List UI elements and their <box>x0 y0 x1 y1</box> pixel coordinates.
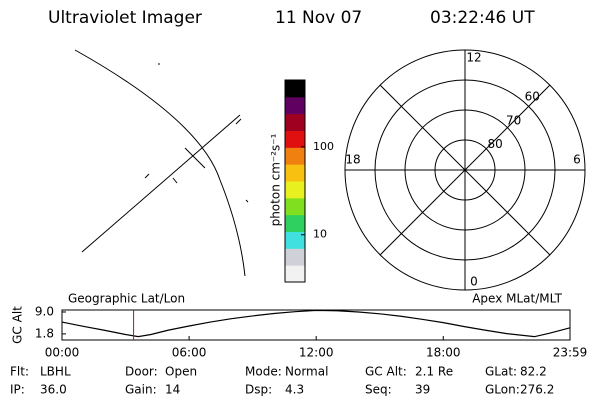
polar-spoke <box>464 84 551 171</box>
colorbar-tick-label: 10 <box>313 228 327 241</box>
ring-label: 60 <box>525 90 540 104</box>
info-value: Open <box>165 365 197 379</box>
mlt-label: 0 <box>470 275 478 289</box>
date: 11 Nov 07 <box>275 8 362 28</box>
right-label: Apex MLat/MLT <box>472 292 562 306</box>
info-value: 14 <box>165 383 180 397</box>
colorbar-swatch <box>285 248 305 266</box>
mlt-label: 18 <box>345 153 360 167</box>
polar-spoke <box>379 84 466 171</box>
colorbar-swatch <box>285 265 305 283</box>
colorbar-swatch <box>285 80 305 98</box>
polar-spoke <box>379 169 466 256</box>
x-tick-label: 00:00 <box>45 346 80 360</box>
colorbar-frame <box>284 79 306 283</box>
colorbar-swatch <box>285 231 305 249</box>
info-value: 276.2 <box>520 383 554 397</box>
colorbar-swatch <box>285 113 305 131</box>
y-tick-label: 9.0 <box>35 304 54 318</box>
x-tick-label: 18:00 <box>426 346 461 360</box>
info-label: Door: <box>125 365 158 379</box>
info-value: Normal <box>285 365 328 379</box>
info-value: 39 <box>415 383 430 397</box>
info-value: 4.3 <box>285 383 304 397</box>
colorbar-swatch <box>285 197 305 216</box>
left-label: Geographic Lat/Lon <box>68 292 185 306</box>
map <box>74 49 249 277</box>
coast <box>245 199 249 203</box>
colorbar-swatch <box>285 147 305 165</box>
x-tick-label: 23:59 <box>553 346 588 360</box>
info-value: 36.0 <box>40 383 67 397</box>
colorbar-tick-label: 100 <box>313 140 334 153</box>
info-label: Mode: <box>245 365 282 379</box>
coast <box>172 177 178 184</box>
colorbar-swatch <box>285 181 305 199</box>
info-label: Gain: <box>125 383 157 397</box>
info-label: GLat: <box>485 365 517 379</box>
info-value: LBHL <box>40 365 71 379</box>
colorbar-swatch <box>285 96 305 115</box>
x-tick-label: 06:00 <box>172 346 207 360</box>
meridian <box>81 114 241 253</box>
coast <box>184 147 206 169</box>
info-label: GC Alt: <box>365 365 407 379</box>
coast <box>235 118 242 125</box>
info-label: Flt: <box>10 365 29 379</box>
info-label: Dsp: <box>245 383 272 397</box>
colorbar-label: photon cm⁻²s⁻¹ <box>269 133 283 226</box>
colorbar-swatch <box>285 214 305 232</box>
colorbar-swatch <box>285 164 305 182</box>
coast <box>144 173 150 179</box>
info-label: GLon: <box>485 383 520 397</box>
altitude-line <box>61 309 571 338</box>
info-label: IP: <box>10 383 25 397</box>
polar-spoke <box>464 169 551 256</box>
y-axis-label: GC Alt <box>11 306 25 344</box>
colorbar-swatch <box>285 130 305 148</box>
plot-frame <box>61 309 571 341</box>
info-label: Seq: <box>365 383 392 397</box>
title: Ultraviolet Imager <box>48 8 202 28</box>
info-value: 2.1 Re <box>415 365 453 379</box>
limb <box>74 49 246 277</box>
ring-label: 80 <box>488 137 503 151</box>
mlt-label: 12 <box>466 51 481 65</box>
time: 03:22:46 UT <box>430 8 535 28</box>
y-tick-label: 1.8 <box>35 326 54 340</box>
mlt-label: 6 <box>573 153 581 167</box>
x-tick-label: 12:00 <box>299 346 334 360</box>
info-value: 82.2 <box>520 365 547 379</box>
